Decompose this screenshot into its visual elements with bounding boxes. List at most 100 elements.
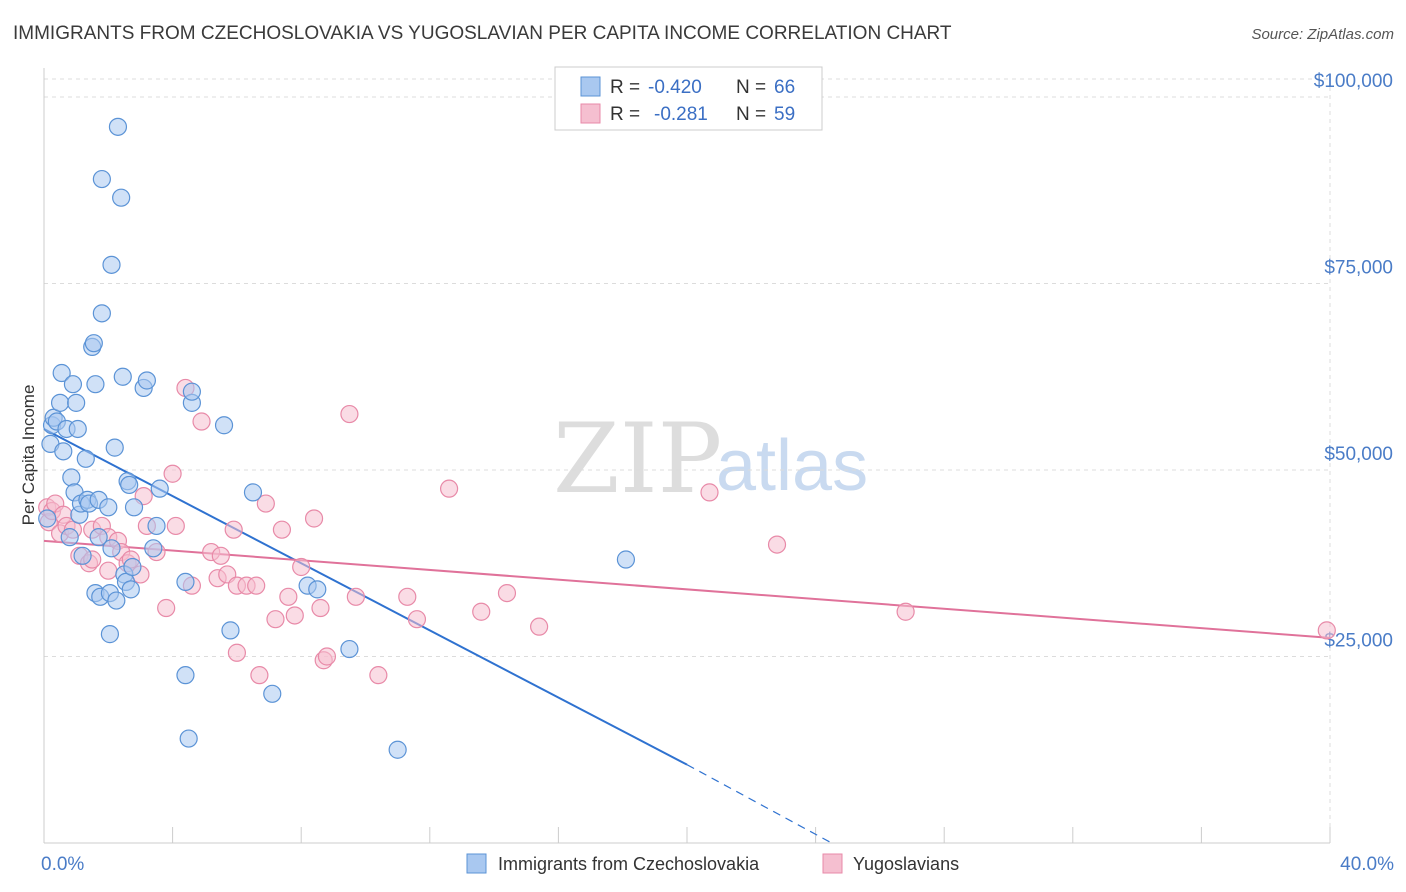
- point-yugoslavians: [700, 483, 719, 502]
- point-czechoslovakia: [144, 539, 163, 558]
- point-czechoslovakia: [60, 528, 79, 547]
- point-yugoslavians: [227, 643, 246, 662]
- point-czechoslovakia: [105, 438, 124, 457]
- point-czechoslovakia: [62, 468, 81, 487]
- point-czechoslovakia: [100, 625, 120, 644]
- point-czechoslovakia: [221, 621, 240, 640]
- point-czechoslovakia: [50, 393, 70, 412]
- legend-r-label-1: R =: [610, 77, 640, 98]
- point-yugoslavians: [211, 546, 230, 565]
- point-czechoslovakia: [67, 393, 86, 412]
- point-yugoslavians: [472, 602, 491, 621]
- point-yugoslavians: [256, 494, 275, 513]
- point-czechoslovakia: [92, 304, 111, 323]
- point-czechoslovakia: [38, 509, 57, 528]
- legend-r-label-2: R =: [610, 104, 640, 125]
- point-yugoslavians: [224, 520, 243, 539]
- point-czechoslovakia: [616, 550, 636, 569]
- trend-lines: [43, 428, 1331, 844]
- point-czechoslovakia: [108, 117, 128, 136]
- watermark-atlas: atlas: [716, 426, 868, 506]
- legend-r-value-2: -0.281: [654, 104, 708, 125]
- watermark: ZIP atlas: [553, 403, 868, 515]
- point-czechoslovakia: [120, 475, 139, 495]
- point-yugoslavians: [896, 602, 915, 621]
- stats-legend: R = -0.420 N = 66 R = -0.281 N = 59: [554, 66, 823, 131]
- point-czechoslovakia: [89, 528, 108, 547]
- legend-n-label-1: N =: [736, 77, 766, 98]
- point-czechoslovakia: [123, 557, 142, 577]
- point-yugoslavians: [157, 598, 176, 618]
- trend-line-czechoslovakia-extrapolated: [686, 764, 832, 844]
- point-czechoslovakia: [63, 375, 83, 394]
- point-yugoslavians: [311, 598, 330, 618]
- point-czechoslovakia: [263, 684, 282, 703]
- series-legend-swatch-yugoslavians: [822, 853, 843, 874]
- y-tick-label: $100,000: [1314, 71, 1393, 92]
- point-yugoslavians: [398, 587, 417, 606]
- point-czechoslovakia: [124, 498, 144, 517]
- point-czechoslovakia: [99, 498, 118, 517]
- point-czechoslovakia: [147, 516, 166, 536]
- legend-n-label-2: N =: [736, 104, 766, 125]
- point-czechoslovakia: [112, 188, 131, 207]
- point-yugoslavians: [767, 535, 787, 554]
- point-yugoslavians: [304, 509, 324, 528]
- point-czechoslovakia: [68, 419, 87, 439]
- series-legend-label-yugoslavians: Yugoslavians: [853, 854, 959, 874]
- y-tick-label: $50,000: [1324, 444, 1393, 465]
- point-yugoslavians: [99, 561, 118, 580]
- point-czechoslovakia: [102, 255, 121, 274]
- point-yugoslavians: [166, 516, 185, 536]
- point-yugoslavians: [272, 520, 292, 539]
- point-czechoslovakia: [102, 539, 121, 558]
- point-yugoslavians: [317, 647, 337, 666]
- point-yugoslavians: [407, 610, 427, 629]
- point-czechoslovakia: [121, 580, 140, 599]
- point-czechoslovakia: [179, 729, 198, 748]
- point-yugoslavians: [279, 587, 298, 606]
- point-czechoslovakia: [388, 740, 407, 759]
- point-yugoslavians: [192, 412, 211, 431]
- data-points: [38, 117, 1336, 759]
- point-yugoslavians: [266, 610, 285, 629]
- point-czechoslovakia: [92, 169, 111, 189]
- point-czechoslovakia: [176, 572, 195, 592]
- point-czechoslovakia: [182, 382, 201, 401]
- point-czechoslovakia: [86, 375, 105, 394]
- y-axis-label: Per Capita Income: [19, 385, 38, 526]
- point-czechoslovakia: [214, 416, 234, 435]
- legend-n-value-1: 66: [774, 77, 795, 98]
- point-czechoslovakia: [76, 449, 95, 468]
- point-czechoslovakia: [137, 371, 156, 390]
- point-czechoslovakia: [54, 442, 73, 461]
- legend-swatch-yugoslavians: [580, 103, 601, 124]
- point-yugoslavians: [250, 666, 269, 685]
- point-yugoslavians: [369, 666, 388, 685]
- point-yugoslavians: [163, 464, 182, 483]
- point-czechoslovakia: [107, 591, 126, 610]
- chart-title: IMMIGRANTS FROM CZECHOSLOVAKIA VS YUGOSL…: [13, 23, 952, 44]
- legend-swatch-czechoslovakia: [580, 76, 601, 97]
- point-czechoslovakia: [243, 483, 263, 502]
- point-czechoslovakia: [340, 639, 359, 659]
- series-legend-swatch-czechoslovakia: [466, 853, 487, 874]
- trend-line-czechoslovakia: [43, 428, 688, 766]
- point-yugoslavians: [439, 479, 459, 498]
- y-tick-label: $25,000: [1324, 631, 1393, 652]
- legend-r-value-1: -0.420: [648, 77, 702, 98]
- point-yugoslavians: [497, 583, 517, 603]
- point-yugoslavians: [285, 606, 304, 625]
- point-yugoslavians: [1317, 621, 1336, 640]
- source-label: Source: ZipAtlas.com: [1251, 26, 1394, 43]
- point-czechoslovakia: [176, 666, 195, 685]
- point-yugoslavians: [247, 576, 266, 595]
- trend-line-yugoslavians: [43, 539, 1331, 639]
- x-tick-label-start: 0.0%: [41, 854, 84, 875]
- point-yugoslavians: [340, 404, 359, 424]
- series-legend: Immigrants from Czechoslovakia Yugoslavi…: [466, 853, 959, 874]
- watermark-zip: ZIP: [553, 403, 722, 515]
- point-czechoslovakia: [84, 334, 103, 353]
- point-czechoslovakia: [52, 363, 71, 383]
- x-tick-label-end: 40.0%: [1340, 854, 1394, 875]
